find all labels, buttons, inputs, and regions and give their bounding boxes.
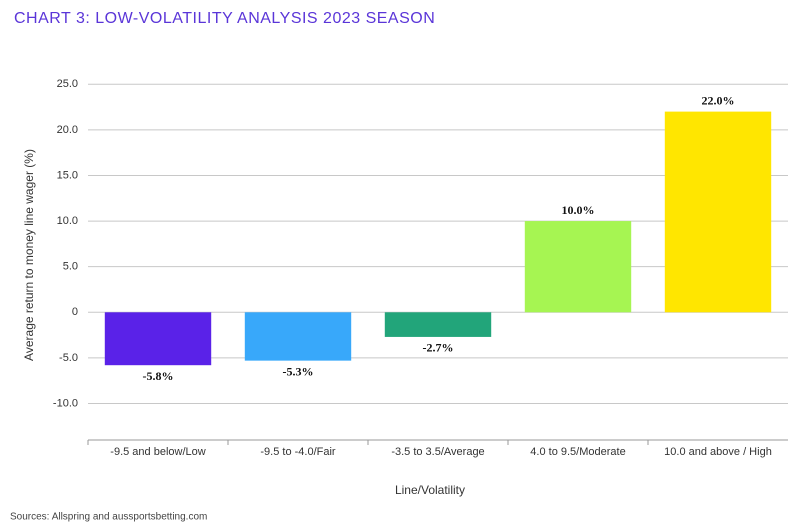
value-label: -5.8% — [143, 369, 174, 383]
y-tick-label: -5.0 — [59, 352, 78, 364]
bar — [664, 111, 772, 313]
bar — [524, 221, 632, 313]
value-label: -5.3% — [283, 364, 314, 378]
x-tick-label: 10.0 and above / High — [664, 446, 772, 458]
y-tick-label: 0 — [72, 306, 78, 318]
y-tick-label: 25.0 — [57, 78, 78, 90]
value-label: -2.7% — [423, 341, 454, 355]
bar — [384, 312, 492, 337]
x-tick-label: -3.5 to 3.5/Average — [391, 446, 484, 458]
value-label: 10.0% — [562, 203, 595, 217]
x-tick-label: -9.5 and below/Low — [110, 446, 205, 458]
x-tick-label: -9.5 to -4.0/Fair — [260, 446, 336, 458]
y-tick-label: 10.0 — [57, 215, 78, 227]
value-label: 22.0% — [702, 93, 735, 107]
y-tick-label: -10.0 — [53, 397, 78, 409]
y-tick-label: 20.0 — [57, 124, 78, 136]
y-tick-label: 15.0 — [57, 169, 78, 181]
source-note: Sources: Allspring and aussportsbetting.… — [10, 512, 207, 523]
y-axis-title: Average return to money line wager (%) — [22, 149, 36, 361]
chart-title: CHART 3: LOW-VOLATILITY ANALYSIS 2023 SE… — [14, 10, 435, 27]
bar — [244, 312, 352, 361]
y-tick-label: 5.0 — [63, 261, 78, 273]
x-tick-label: 4.0 to 9.5/Moderate — [530, 446, 625, 458]
bar — [104, 312, 212, 366]
x-axis-title: Line/Volatility — [395, 483, 465, 497]
